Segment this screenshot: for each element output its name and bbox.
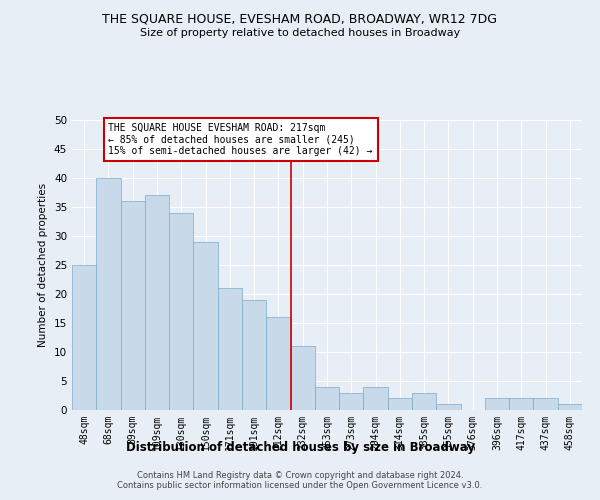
Bar — [145, 196, 169, 410]
Bar — [169, 213, 193, 410]
Bar — [436, 404, 461, 410]
Bar — [96, 178, 121, 410]
Bar — [193, 242, 218, 410]
Text: Distribution of detached houses by size in Broadway: Distribution of detached houses by size … — [125, 441, 475, 454]
Bar — [72, 265, 96, 410]
Bar — [266, 317, 290, 410]
Text: THE SQUARE HOUSE, EVESHAM ROAD, BROADWAY, WR12 7DG: THE SQUARE HOUSE, EVESHAM ROAD, BROADWAY… — [103, 12, 497, 26]
Bar — [558, 404, 582, 410]
Text: THE SQUARE HOUSE EVESHAM ROAD: 217sqm
← 85% of detached houses are smaller (245): THE SQUARE HOUSE EVESHAM ROAD: 217sqm ← … — [109, 123, 373, 156]
Bar — [315, 387, 339, 410]
Bar — [364, 387, 388, 410]
Bar — [121, 201, 145, 410]
Bar — [218, 288, 242, 410]
Bar — [485, 398, 509, 410]
Y-axis label: Number of detached properties: Number of detached properties — [38, 183, 49, 347]
Text: Size of property relative to detached houses in Broadway: Size of property relative to detached ho… — [140, 28, 460, 38]
Bar — [290, 346, 315, 410]
Bar — [242, 300, 266, 410]
Bar — [533, 398, 558, 410]
Bar — [509, 398, 533, 410]
Text: Contains HM Land Registry data © Crown copyright and database right 2024.
Contai: Contains HM Land Registry data © Crown c… — [118, 470, 482, 490]
Bar — [339, 392, 364, 410]
Bar — [412, 392, 436, 410]
Bar — [388, 398, 412, 410]
